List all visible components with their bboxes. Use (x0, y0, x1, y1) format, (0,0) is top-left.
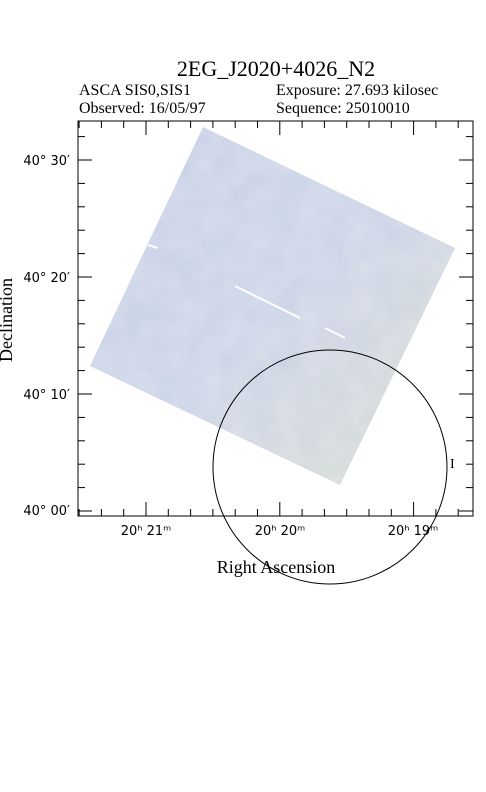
source-marker: I (450, 457, 455, 472)
sky-image (90, 127, 455, 485)
y-tick-label: 40° 30′ (23, 154, 70, 169)
x-tick-label: 20ʰ 20ᵐ (255, 524, 306, 539)
x-tick-label: 20ʰ 21ᵐ (121, 524, 172, 539)
y-tick-label: 40° 00′ (23, 504, 70, 519)
tick-marks (78, 121, 473, 516)
x-tick-label: 20ʰ 19ᵐ (388, 524, 439, 539)
instrument: ASCA SIS0,SIS1 (79, 82, 191, 99)
y-tick-label: 40° 20′ (23, 271, 70, 286)
plot-frame (77, 120, 474, 517)
source-region (212, 349, 448, 585)
sequence: Sequence: 25010010 (276, 100, 410, 117)
observed: Observed: 16/05/97 (79, 100, 206, 117)
y-tick-label: 40° 10′ (23, 388, 70, 403)
y-axis-label: Declination (0, 278, 16, 362)
title: 2EG_J2020+4026_N2 (177, 56, 375, 81)
x-axis-label: Right Ascension (217, 557, 336, 577)
exposure: Exposure: 27.693 kilosec (276, 82, 438, 99)
